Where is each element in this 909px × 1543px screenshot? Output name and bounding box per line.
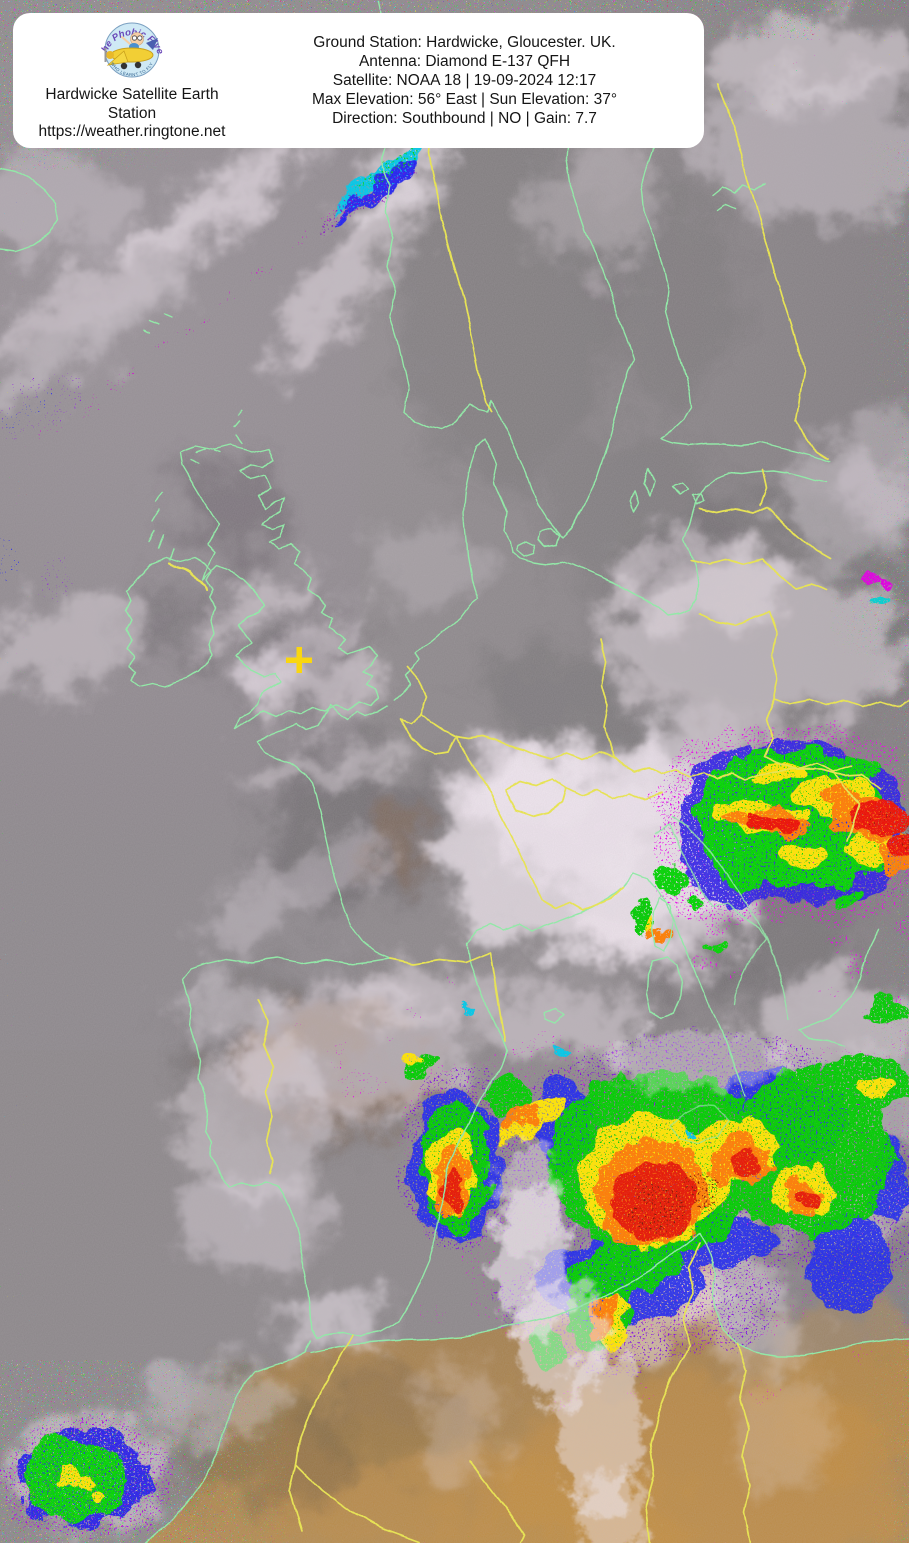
station-name: Hardwicke Satellite Earth Station xyxy=(45,86,219,122)
station-url: https://weather.ringtone.net xyxy=(38,123,226,140)
pass-info-line: Antenna: Diamond E-137 QFH xyxy=(358,53,571,70)
pass-info-line: Ground Station: Hardwicke, Gloucester. U… xyxy=(313,34,616,51)
pass-info-line: Satellite: NOAA 18 | 19-09-2024 12:17 xyxy=(332,72,597,89)
pass-info-line: Direction: Southbound | NO | Gain: 7.7 xyxy=(332,110,597,127)
pass-info: Ground Station: Hardwicke, Gloucester. U… xyxy=(251,13,704,148)
info-panel: The Phobic Flyer WHO LEARNT TO FLY Hardw… xyxy=(13,13,704,148)
station-identity: The Phobic Flyer WHO LEARNT TO FLY Hardw… xyxy=(13,13,251,148)
phobic-flyer-logo-icon: The Phobic Flyer WHO LEARNT TO FLY xyxy=(94,17,166,78)
pass-info-line: Max Elevation: 56° East | Sun Elevation:… xyxy=(311,91,618,108)
